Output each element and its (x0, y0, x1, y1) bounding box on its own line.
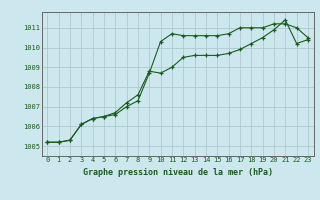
X-axis label: Graphe pression niveau de la mer (hPa): Graphe pression niveau de la mer (hPa) (83, 168, 273, 177)
